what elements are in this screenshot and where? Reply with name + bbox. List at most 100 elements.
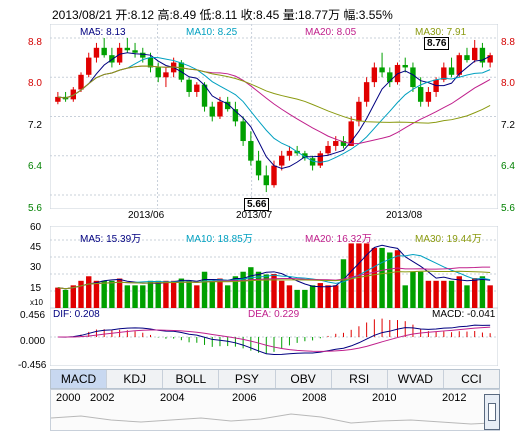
candle-body [356,101,362,122]
vol-ma10-label: MA10: 18.85万 [186,234,253,245]
timeline-year-2012: 2012 [442,392,467,404]
volume-bar [441,280,447,308]
volume-bar [124,285,131,308]
y-tick-left-2: 7.2 [28,120,42,131]
candle-body [340,141,347,146]
vol-y-tick-2: 30 [30,262,42,273]
volume-bar [325,285,331,308]
candle-body [464,55,470,61]
candle-body [387,72,393,83]
tab-boll[interactable]: BOLL [163,370,220,388]
price-ma10-label: MA10: 8.25 [186,27,238,38]
macd-dif-line [57,324,491,356]
high-marker: 8.76 [424,37,450,50]
candle-body [124,47,131,51]
vol-ma30-label: MA30: 19.44万 [415,234,482,245]
tab-obv[interactable]: OBV [276,370,332,388]
volume-bar [240,271,246,308]
volume-bar [201,271,208,308]
volume-chart[interactable] [50,226,498,308]
volume-bar [379,247,385,308]
candle-body [302,153,308,159]
candle-body [456,55,462,75]
volume-bar [387,252,393,308]
vol-unit: x10 [30,298,43,307]
volume-bar [109,280,115,308]
candle-body [155,67,161,78]
candle-body [86,57,92,75]
timeline-year-2010: 2010 [372,392,397,404]
volume-bar [317,283,324,308]
tab-wvad[interactable]: WVAD [388,370,444,388]
volume-bar [456,276,462,308]
timeline-range-handle[interactable] [484,394,500,430]
candle-body [363,82,370,102]
volume-bar [132,285,138,308]
tab-cci[interactable]: CCI [461,372,482,386]
volume-bar [232,276,239,308]
candle-body [132,50,138,53]
volume-bar [479,276,486,308]
volume-bar [186,280,192,308]
candle-body [55,96,61,102]
candle-body [240,121,246,142]
volume-bar [194,285,200,308]
candle-body [425,91,432,102]
candle-body [140,52,146,58]
y-tick-right-2: 7.2 [501,120,515,131]
volume-bar [86,276,92,308]
y-tick-right-0: 8.8 [501,37,515,48]
volume-bar [70,285,76,308]
y-tick-right-1: 8.0 [501,78,515,89]
timeline-navigator[interactable] [50,389,500,431]
tab-psy[interactable]: PSY [219,370,276,388]
macd-dea-line [57,326,491,352]
volume-bar [464,285,470,308]
candle-body [147,57,154,68]
timeline-year-2002: 2002 [90,392,115,404]
candle-body [78,74,84,90]
quote-volume: 量:18.77万 [282,8,341,22]
timeline-year-2006: 2006 [232,392,257,404]
tab-macd[interactable]: MACD [51,370,108,388]
macd-chart[interactable] [50,308,498,366]
macd-value-label: MACD: -0.041 [432,309,496,320]
y-tick-left-0: 8.8 [28,37,42,48]
volume-bar [147,280,154,308]
volume-bar [217,278,223,308]
quote-header: 2013/08/21 开:8.12 高:8.49 低:8.11 收:8.45 量… [52,6,393,23]
candle-body [194,84,200,92]
timeline-overview [51,413,492,425]
volume-bar [263,274,269,308]
candle-body [487,55,493,63]
vol-y-tick-0: 60 [30,222,42,233]
timeline-year-2000: 2000 [56,392,81,404]
macd-dif-label: DIF: 0.208 [53,309,100,320]
volume-bar [340,259,347,308]
price-chart[interactable] [50,24,498,209]
y-tick-left-1: 8.0 [28,78,42,89]
volume-bar [487,285,493,308]
candle-body [217,101,223,117]
tab-rsi[interactable]: RSI [332,370,388,388]
candle-body [371,67,378,83]
ma5-line [57,52,491,170]
volume-bar [371,247,378,308]
volume-bar [410,271,416,308]
volume-bar [178,278,185,308]
y-tick-left-4: 5.6 [28,203,42,214]
candle-body [325,145,331,154]
quote-date: 2013/08/21 [52,8,113,22]
tab-kdj[interactable]: KDJ [107,370,164,388]
x-tick-0: 2013/06 [128,210,165,221]
volume-bar [62,289,69,308]
volume-bar [248,267,254,308]
candle-body [417,87,424,102]
volume-bar [163,280,169,308]
candle-body [232,109,239,122]
low-marker: 5.66 [244,198,270,211]
candle-body [201,84,208,107]
candle-body [70,89,76,100]
candle-body [286,150,293,156]
volume-bar [309,285,316,308]
